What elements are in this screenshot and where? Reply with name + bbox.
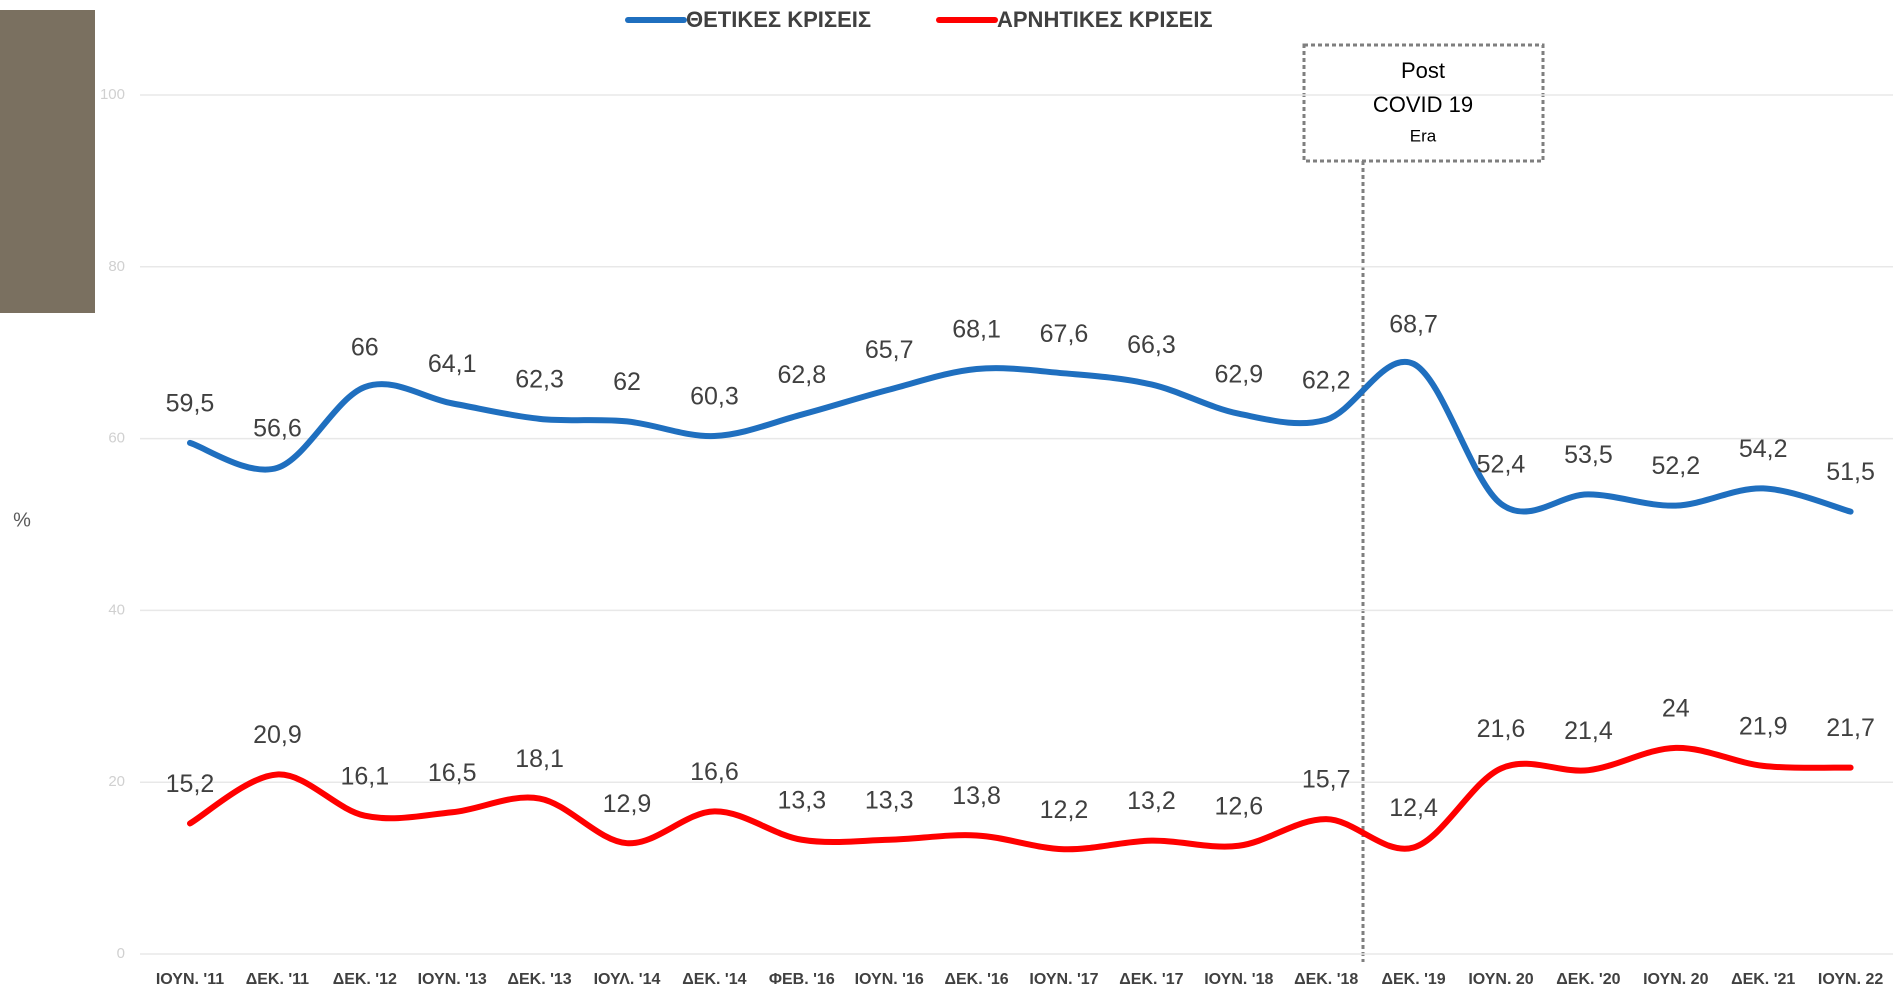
data-label: 16,1: [340, 762, 389, 790]
data-label: 64,1: [428, 350, 477, 378]
data-label: 60,3: [690, 383, 739, 411]
data-label: 62,9: [1214, 360, 1263, 388]
x-tick-label: ΔΕΚ. '19: [1381, 971, 1445, 988]
x-tick-label: ΙΟΥΝ. 20: [1468, 971, 1533, 988]
data-label: 21,4: [1564, 717, 1613, 745]
data-label: 12,4: [1389, 794, 1438, 822]
data-label: 67,6: [1040, 320, 1089, 348]
x-tick-label: ΔΕΚ. '11: [246, 971, 309, 988]
series-line: [190, 362, 1851, 512]
data-label: 54,2: [1739, 435, 1788, 463]
y-tick-label: 80: [108, 258, 125, 275]
y-tick-label: 100: [100, 86, 125, 103]
x-tick-label: ΔΕΚ. '16: [944, 971, 1008, 988]
data-label: 52,2: [1651, 452, 1700, 480]
data-label: 24: [1662, 694, 1690, 722]
x-tick-label: ΔΕΚ. '14: [682, 971, 746, 988]
data-label: 68,1: [952, 316, 1001, 344]
x-tick-label: ΔΕΚ. '17: [1119, 971, 1183, 988]
y-tick-label: 20: [108, 773, 125, 790]
data-label: 62: [613, 368, 641, 396]
data-label: 13,8: [952, 782, 1001, 810]
data-label: 13,3: [865, 786, 914, 814]
data-label: 15,2: [166, 770, 215, 798]
data-label: 12,9: [603, 790, 652, 818]
y-tick-label: 40: [108, 601, 125, 618]
y-tick-label: 0: [117, 945, 125, 962]
data-label: 18,1: [515, 745, 564, 773]
x-tick-label: ΦΕΒ. '16: [769, 971, 835, 988]
data-label: 15,7: [1302, 766, 1351, 794]
x-tick-label: ΔΕΚ. '18: [1294, 971, 1358, 988]
data-label: 59,5: [166, 390, 215, 418]
legend-label: ΑΡΝΗΤΙΚΕΣ ΚΡΙΣΕΙΣ: [997, 7, 1213, 32]
y-tick-label: 60: [108, 430, 125, 447]
annotation-text: Era: [1410, 126, 1437, 145]
legend-label: ΘΕΤΙΚΕΣ ΚΡΙΣΕΙΣ: [686, 7, 871, 32]
x-tick-label: ΔΕΚ. '21: [1731, 971, 1795, 988]
x-tick-label: ΔΕΚ. '13: [507, 971, 571, 988]
data-label: 16,5: [428, 759, 477, 787]
x-tick-label: ΙΟΥΛ. '14: [594, 971, 661, 988]
annotation-text: Post: [1401, 58, 1445, 83]
data-label: 53,5: [1564, 441, 1613, 469]
data-label: 66: [351, 334, 379, 362]
chart: Post COVID 19 Era % 020406080100ΙΟΥΝ. '1…: [0, 0, 1893, 993]
data-label: 21,6: [1477, 715, 1526, 743]
x-tick-label: ΙΟΥΝ. '17: [1029, 971, 1098, 988]
data-label: 13,3: [777, 786, 826, 814]
data-label: 66,3: [1127, 331, 1176, 359]
x-tick-label: ΔΕΚ. '20: [1556, 971, 1620, 988]
x-tick-label: ΙΟΥΝ. 20: [1643, 971, 1708, 988]
data-label: 52,4: [1477, 450, 1526, 478]
x-tick-label: ΙΟΥΝ. '18: [1204, 971, 1273, 988]
data-label: 12,6: [1214, 792, 1263, 820]
data-label: 62,2: [1302, 366, 1351, 394]
data-label: 62,8: [777, 361, 826, 389]
x-tick-label: ΙΟΥΝ. '16: [855, 971, 924, 988]
x-tick-label: ΙΟΥΝ. 22: [1818, 971, 1883, 988]
data-label: 65,7: [865, 336, 914, 364]
data-label: 21,9: [1739, 712, 1788, 740]
data-label: 13,2: [1127, 787, 1176, 815]
x-tick-label: ΙΟΥΝ. '11: [156, 971, 224, 988]
data-label: 51,5: [1826, 458, 1875, 486]
data-label: 68,7: [1389, 310, 1438, 338]
x-tick-label: ΙΟΥΝ. '13: [418, 971, 487, 988]
photo: [0, 10, 95, 313]
x-tick-label: ΔΕΚ. '12: [333, 971, 397, 988]
data-label: 62,3: [515, 365, 564, 393]
data-label: 56,6: [253, 414, 302, 442]
y-axis-label: %: [13, 509, 31, 531]
data-label: 21,7: [1826, 714, 1875, 742]
data-label: 20,9: [253, 721, 302, 749]
data-label: 12,2: [1040, 796, 1089, 824]
data-label: 16,6: [690, 758, 739, 786]
